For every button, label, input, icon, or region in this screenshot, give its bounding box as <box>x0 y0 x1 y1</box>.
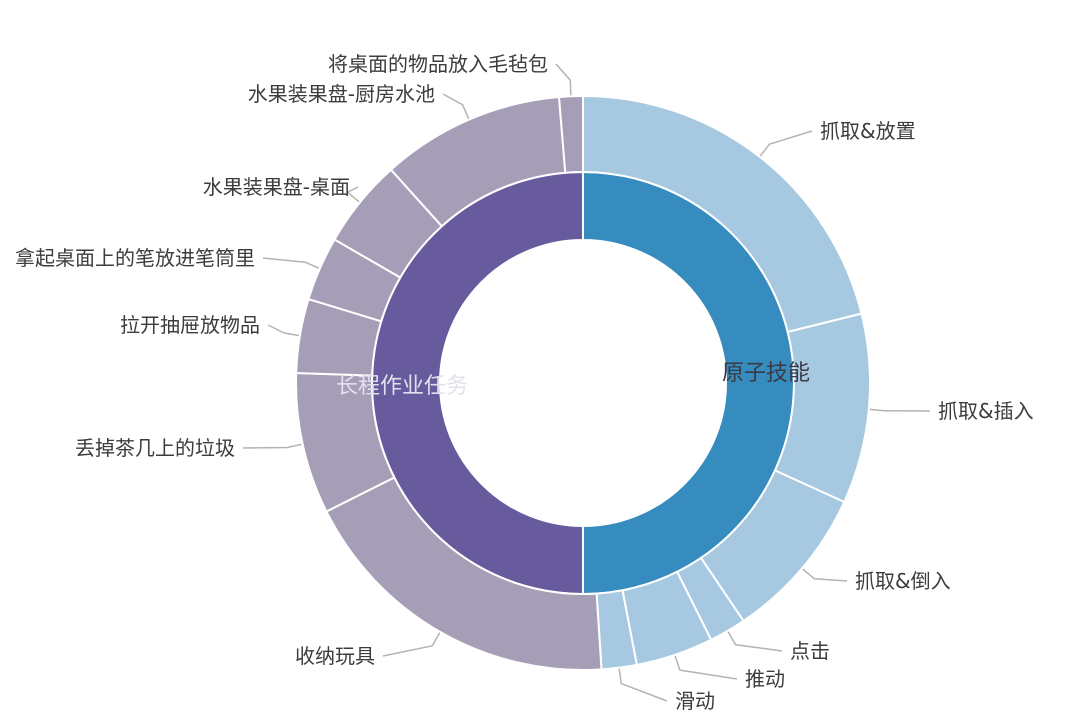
outer-segment-label: 拉开抽屉放物品 <box>120 313 260 337</box>
leader-line <box>618 668 668 702</box>
outer-segment-label: 拿起桌面上的笔放进笔筒里 <box>15 246 255 270</box>
leader-line <box>555 63 572 96</box>
leader-line <box>382 632 441 657</box>
leader-line <box>242 443 302 449</box>
outer-segment-label: 抓取&插入 <box>938 399 1034 423</box>
leader-line <box>262 257 320 269</box>
outer-segment-label: 滑动 <box>675 689 715 713</box>
outer-segment-label: 将桌面的物品放入毛毡包 <box>328 52 548 76</box>
outer-segment-label: 抓取&放置 <box>820 119 916 143</box>
inner-ring-label: 长程作业任务 <box>336 374 468 399</box>
outer-segment-label: 丢掉茶几上的垃圾 <box>75 436 235 460</box>
leader-line <box>802 568 848 582</box>
leader-line <box>346 186 360 203</box>
leader-line <box>759 130 813 157</box>
outer-ring-segment <box>557 94 584 174</box>
outer-segment-label: 点击 <box>790 639 830 663</box>
leader-line <box>674 655 738 680</box>
leader-line <box>727 631 783 652</box>
leader-line <box>869 408 931 412</box>
outer-segment-label: 水果装果盘-桌面 <box>203 175 350 199</box>
outer-segment-label: 抓取&倒入 <box>855 569 951 593</box>
leader-line <box>267 324 300 337</box>
inner-ring-label: 原子技能 <box>722 361 810 386</box>
leader-line <box>442 93 470 119</box>
outer-segment-label: 收纳玩具 <box>295 644 375 668</box>
outer-segment-label: 水果装果盘-厨房水池 <box>248 82 435 106</box>
outer-segment-label: 推动 <box>745 667 785 691</box>
